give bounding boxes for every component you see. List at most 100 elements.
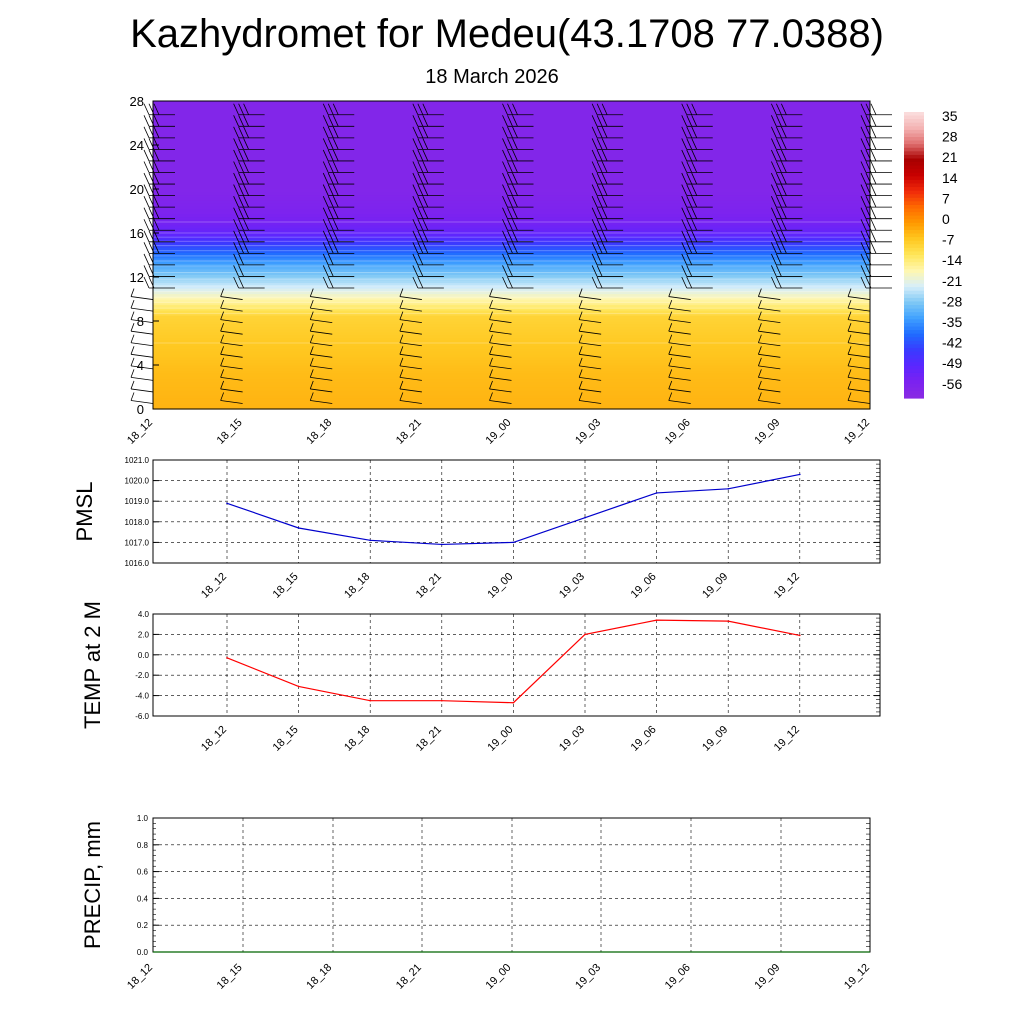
wind-barb-feather [591,126,598,139]
wind-barb [681,230,713,243]
wind-barb-feather [771,265,777,277]
colorbar-band [904,380,924,385]
wind-barb-feather [860,253,867,266]
wind-barb-shaft [399,296,422,300]
wind-barb-feather [860,149,867,162]
wind-barb-feather [512,219,518,231]
y-tick-label: 1016.0 [125,559,150,568]
wind-barb [233,184,265,197]
wind-barb [143,161,175,173]
x-tick-label: 18_18 [304,962,334,992]
wind-barb-feather [668,299,673,309]
wind-barb-feather [417,207,424,219]
wind-barb-feather [243,230,249,242]
wind-barb-shaft [579,319,602,324]
wind-barb [220,346,243,358]
wind-barb [130,369,154,381]
wind-barb-feather [776,161,782,173]
wind-barb-feather [148,161,155,173]
wind-barb [771,126,803,139]
wind-barb-shaft [579,342,602,347]
wind-barb-feather [412,207,419,219]
wind-barb-feather [870,115,877,127]
wind-barb-shaft [668,330,691,335]
wind-barb [489,334,512,347]
wind-barb-feather [776,103,782,115]
wind-barb [502,207,534,220]
wind-barb-feather [309,323,314,332]
wind-barb-feather [238,161,244,173]
wind-barb [502,219,534,231]
wind-barb-feather [143,276,150,289]
wind-barb-feather [422,184,429,196]
wind-barb-feather [578,334,583,343]
wind-barb [758,299,781,312]
colorbar-band [904,255,924,260]
wind-barb-feather [243,184,249,196]
wind-barb [668,357,691,370]
wind-barb [591,207,624,220]
wind-barb [143,149,175,162]
wind-barb-feather [148,219,155,231]
wind-barb-feather [591,219,598,231]
wind-barb-feather [417,265,424,277]
wind-barb [668,288,691,300]
x-tick-label: 18_15 [215,417,245,447]
wind-barb [502,103,534,116]
wind-barb [309,334,333,347]
wind-barb [771,161,803,173]
wind-barb [771,242,803,254]
wind-barb-feather [686,219,693,231]
wind-barb-shaft [489,296,512,300]
wind-barb-feather [309,288,314,297]
wind-barb [847,334,871,347]
wind-barb-feather [776,138,782,150]
heatmap-band [153,183,870,187]
wind-barb [322,276,355,289]
wind-barb [681,207,713,220]
wind-barb-feather [412,230,419,242]
heatmap-band [153,329,870,333]
x-tick-label: 19_00 [485,724,515,754]
wind-barb-feather [148,265,155,277]
wind-barb [399,380,422,393]
colorbar-band [904,122,924,127]
wind-barb-feather [691,172,698,185]
colorbar-band [904,365,924,370]
wind-barb-feather [507,103,513,115]
colorbar-band [904,344,924,349]
wind-barb-feather [130,380,135,390]
colorbar-label: -14 [942,252,962,268]
wind-barb-feather [220,334,224,343]
wind-barb [860,253,892,266]
wind-barb-feather [238,126,244,139]
wind-barb [681,115,713,127]
wind-barb-feather [596,276,603,289]
wind-barb-shaft [220,319,243,324]
heatmap-band [153,323,870,328]
data-point [441,699,443,702]
wind-barb-feather [591,242,598,254]
wind-barb [591,184,624,197]
wind-barb [860,103,892,116]
wind-barb-feather [776,184,782,196]
wind-barb-feather [512,172,518,185]
wind-barb-feather [681,126,688,139]
wind-barb-feather [591,138,598,150]
wind-barb [412,161,444,173]
heatmap-band [153,139,870,143]
heatmap-band [153,356,870,361]
colorbar-band [904,333,924,338]
wind-barb-feather [332,138,339,150]
colorbar-band [904,183,924,188]
wind-barb-feather [847,288,852,297]
wind-barb-feather [143,184,150,196]
wind-barb-shaft [489,353,512,358]
y-tick-label: 0.0 [137,948,149,957]
wind-barb-feather [668,323,673,332]
x-tick-label: 18_18 [342,724,372,754]
wind-barb-feather [412,138,419,150]
wind-barb-feather [412,172,419,185]
wind-barb-feather [143,115,150,127]
wind-barb-feather [327,276,334,289]
